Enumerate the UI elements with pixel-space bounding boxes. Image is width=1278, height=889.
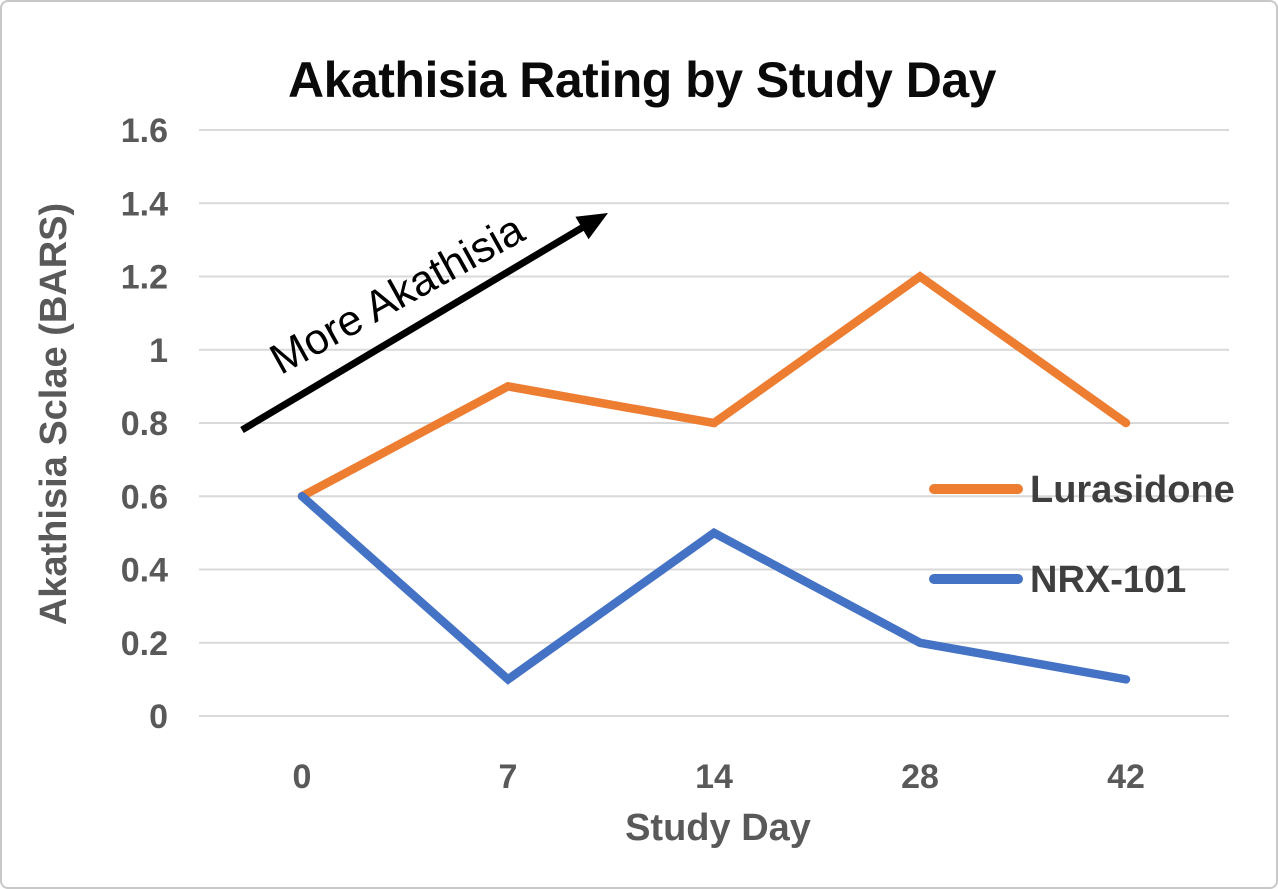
x-tick-label: 0 [293,758,312,796]
x-tick-label: 28 [901,758,939,796]
annotation-text: More Akathisia [262,205,532,384]
y-tick-label: 0.2 [121,625,168,663]
x-tick-label: 14 [695,758,733,796]
y-tick-label: 0.4 [121,552,168,590]
y-axis-title: Akathisia Sclae (BARS) [33,203,75,625]
legend-label-nrx101: NRX-101 [1030,559,1186,601]
chart-title: Akathisia Rating by Study Day [288,52,997,108]
series-line-lurasidone [297,271,1131,501]
y-tick-label: 0.6 [121,478,168,516]
legend: Lurasidone NRX-101 [929,469,1235,601]
x-axis-title: Study Day [625,807,811,849]
y-tick-label: 1.6 [121,112,168,150]
series-line-nrx-101 [297,492,1131,685]
x-tick-label: 7 [499,758,518,796]
series-lines [297,271,1131,685]
y-tick-label: 0.8 [121,405,168,443]
legend-label-lurasidone: Lurasidone [1030,469,1235,511]
x-tick-label: 42 [1107,758,1145,796]
y-axis-tick-labels: 0 0.2 0.4 0.6 0.8 1 1.2 1.4 1.6 [121,112,168,736]
annotation-arrow-shaft [240,222,587,434]
y-tick-label: 1.2 [121,259,168,297]
annotation-arrow-head [575,213,608,240]
x-axis-tick-labels: 0 7 14 28 42 [293,758,1145,796]
y-tick-label: 1 [149,332,168,370]
y-tick-label: 1.4 [121,185,168,223]
annotation-arrow [240,213,608,434]
y-tick-label: 0 [149,698,168,736]
